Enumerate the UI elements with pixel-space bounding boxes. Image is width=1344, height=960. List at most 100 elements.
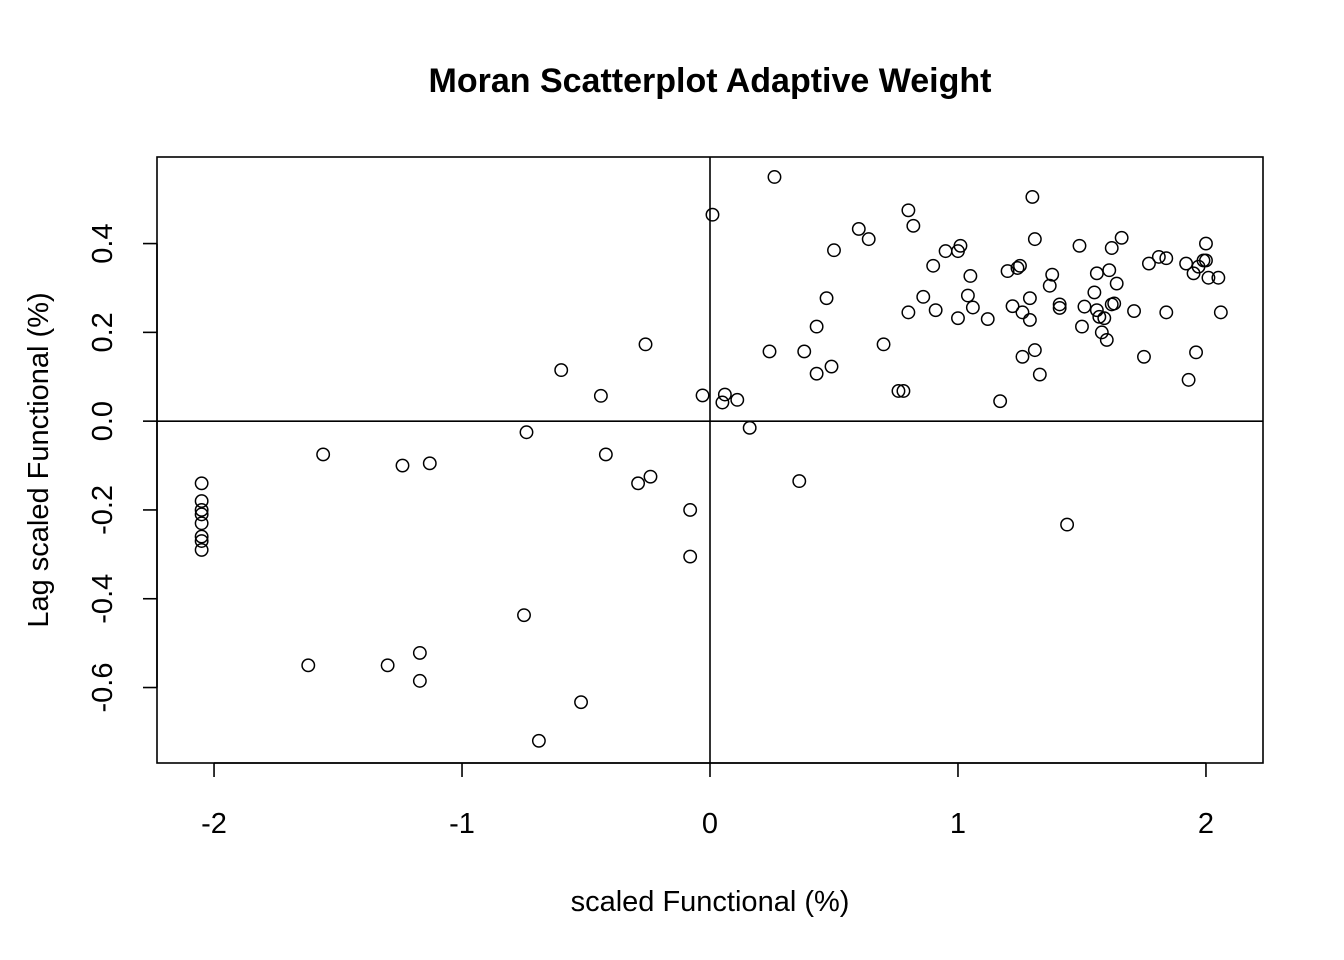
data-point: [1025, 190, 1040, 204]
data-point: [876, 337, 891, 352]
data-point: [938, 244, 953, 259]
data-point: [1052, 297, 1067, 312]
data-point: [631, 476, 646, 491]
data-point: [695, 388, 710, 403]
data-point: [194, 476, 209, 491]
data-point: [194, 507, 209, 522]
data-point: [194, 516, 209, 531]
data-point: [901, 203, 916, 218]
data-point: [1022, 291, 1037, 306]
data-point: [1201, 270, 1216, 285]
data-point: [683, 549, 698, 564]
data-point: [517, 608, 531, 623]
data-point: [1181, 372, 1196, 387]
data-point: [598, 447, 613, 462]
data-point: [422, 456, 437, 471]
data-point: [301, 658, 316, 673]
data-point: [380, 658, 395, 673]
y-tick-label: 0.2: [87, 312, 119, 352]
data-point: [1211, 270, 1226, 285]
data-point: [1075, 319, 1089, 334]
data-point: [792, 474, 807, 489]
x-tick-label: 2: [1198, 808, 1214, 840]
data-point: [1141, 256, 1156, 271]
data-point: [194, 534, 209, 548]
data-point: [412, 645, 427, 660]
x-tick-label: -2: [201, 808, 227, 840]
data-point: [1213, 305, 1228, 320]
data-point: [643, 469, 658, 484]
data-point: [965, 300, 980, 315]
data-point: [1052, 300, 1067, 315]
data-point: [1102, 263, 1117, 278]
data-point: [1094, 325, 1109, 340]
data-point: [1027, 232, 1042, 247]
y-tick-label: -0.6: [87, 663, 119, 713]
data-point: [395, 458, 410, 473]
data-point: [1072, 238, 1087, 253]
data-point: [554, 363, 569, 378]
y-axis-label: Lag scaled Functional (%): [23, 292, 55, 627]
data-point: [1022, 312, 1037, 327]
data-point: [1077, 299, 1092, 314]
data-point: [980, 312, 995, 326]
data-point: [1109, 276, 1124, 291]
data-point: [194, 529, 209, 544]
data-point: [851, 221, 866, 236]
data-point: [1032, 367, 1047, 382]
data-point: [960, 288, 975, 303]
data-point: [715, 395, 730, 410]
data-point: [531, 733, 546, 748]
x-axis-label: scaled Functional (%): [571, 886, 850, 918]
y-tick-label: -0.2: [87, 485, 119, 535]
data-point: [638, 337, 653, 352]
data-point: [574, 695, 588, 710]
data-point: [1107, 296, 1122, 311]
data-point: [194, 502, 209, 517]
x-tick-label: -1: [449, 808, 475, 840]
data-point: [762, 344, 777, 359]
data-point: [683, 502, 698, 517]
data-point: [1089, 266, 1104, 281]
data-point: [1189, 345, 1203, 360]
data-point: [809, 366, 824, 381]
data-point: [891, 384, 906, 398]
x-tick-label: 1: [950, 808, 966, 840]
data-point: [1127, 304, 1141, 319]
data-point: [797, 344, 812, 359]
data-point: [1199, 236, 1213, 251]
data-point: [1099, 332, 1114, 347]
data-point: [953, 238, 968, 253]
data-point: [1159, 251, 1174, 266]
data-point: [194, 542, 209, 557]
data-point: [705, 207, 720, 222]
data-point: [1114, 230, 1129, 245]
data-point: [951, 311, 965, 326]
data-point: [963, 269, 978, 283]
data-point: [1027, 343, 1042, 358]
data-point: [316, 447, 331, 462]
data-point: [916, 289, 931, 304]
data-point: [1097, 311, 1112, 326]
data-point: [1137, 349, 1151, 364]
data-point: [717, 387, 732, 402]
data-point: [1199, 253, 1213, 268]
data-point: [896, 384, 911, 398]
data-point: [412, 673, 427, 688]
data-point: [1010, 261, 1025, 275]
x-tick-label: 0: [702, 808, 718, 840]
data-point: [519, 425, 534, 440]
data-point: [1089, 303, 1104, 318]
y-tick-label: 0.4: [87, 223, 119, 263]
plot-area: -2 -1 0 1 2 -0.6 -0.4 -0.2 0.0 0.2 0.4: [87, 156, 1264, 840]
data-point: [827, 243, 841, 258]
data-point: [819, 291, 834, 306]
data-point: [1000, 264, 1015, 279]
data-point: [593, 388, 608, 403]
y-tick-label: -0.4: [87, 574, 119, 624]
data-point: [1015, 305, 1030, 320]
chart-title: Moran Scatterplot Adaptive Weight: [429, 62, 992, 100]
y-tick-label: 0.0: [87, 401, 119, 441]
data-point: [906, 218, 921, 233]
